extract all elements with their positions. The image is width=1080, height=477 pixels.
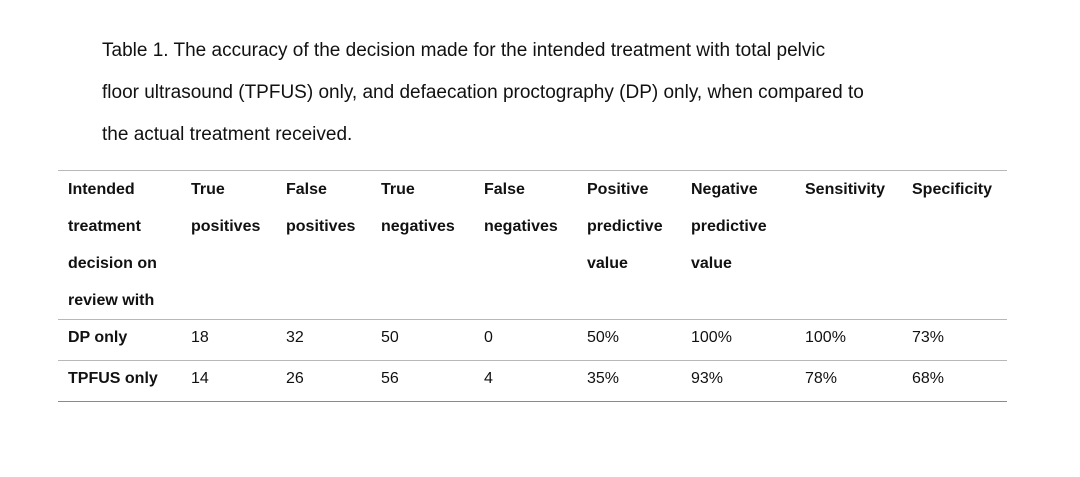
cell-npv: 100% — [691, 329, 732, 346]
header-false-negatives: False negatives — [484, 181, 558, 235]
cell-sensitivity: 100% — [805, 329, 846, 346]
cell-ppv: 35% — [587, 370, 620, 387]
cell-false-negatives: 0 — [484, 329, 493, 346]
cell-ppv: 50% — [587, 329, 620, 346]
cell-specificity: 73% — [912, 329, 945, 346]
cell-true-positives: 18 — [191, 329, 209, 346]
row-label: DP only — [68, 329, 128, 346]
header-false-positives: False positives — [286, 181, 356, 235]
header-positive-predictive-value: Positive predictive value — [587, 181, 663, 272]
caption-line: floor ultrasound (TPFUS) only, and defae… — [102, 82, 864, 103]
caption-line: the actual treatment received. — [102, 124, 353, 145]
table-row: TPFUS only 14 26 56 4 35% 93% 78% 68% — [58, 361, 1007, 402]
header-specificity: Specificity — [912, 181, 993, 198]
caption-line: Table 1. The accuracy of the decision ma… — [102, 40, 826, 61]
cell-false-positives: 32 — [286, 329, 304, 346]
cell-false-positives: 26 — [286, 370, 304, 387]
header-sensitivity: Sensitivity — [805, 181, 886, 198]
results-table: Intended treatment decision on review with … — [58, 170, 1007, 402]
cell-sensitivity: 78% — [805, 370, 838, 387]
cell-true-negatives: 50 — [381, 329, 399, 346]
cell-npv: 93% — [691, 370, 724, 387]
cell-specificity: 68% — [912, 370, 945, 387]
cell-true-negatives: 56 — [381, 370, 399, 387]
cell-false-negatives: 4 — [484, 370, 493, 387]
table-caption: Table 1. The accuracy of the decision ma… — [102, 30, 1002, 156]
header-row: Intended treatment decision on review with … — [58, 170, 1007, 320]
header-intended-treatment: Intended treatment decision on review with — [68, 181, 157, 309]
table-row: DP only 18 32 50 0 50% 100% 100% 73% — [58, 320, 1007, 361]
row-label: TPFUS only — [68, 370, 158, 387]
header-true-negatives: True negatives — [381, 181, 455, 235]
header-negative-predictive-value: Negative predictive value — [691, 181, 767, 272]
cell-true-positives: 14 — [191, 370, 209, 387]
header-true-positives: True positives — [191, 181, 261, 235]
